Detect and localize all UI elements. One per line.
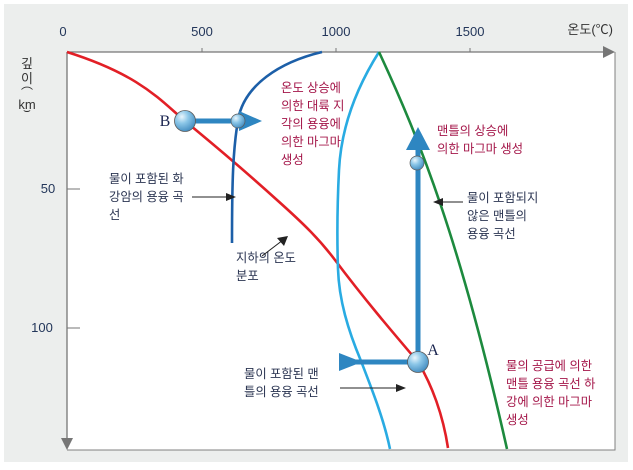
svg-text:1500: 1500: [456, 24, 485, 39]
svg-text:분포: 분포: [236, 269, 259, 283]
svg-text:의한 마그마 생성: 의한 마그마 생성: [437, 142, 523, 156]
svg-text:의한 마그마: 의한 마그마: [281, 135, 341, 149]
svg-text:맨틀 용융 곡선 하: 맨틀 용융 곡선 하: [506, 377, 595, 391]
svg-text:틀의 용융 곡선: 틀의 용융 곡선: [244, 385, 319, 399]
svg-text:의한 대륙 지: 의한 대륙 지: [281, 99, 344, 113]
svg-text:선: 선: [109, 208, 120, 222]
svg-text:물이 포함되지: 물이 포함되지: [467, 191, 538, 205]
svg-text:생성: 생성: [506, 413, 529, 427]
svg-text:A: A: [427, 342, 439, 359]
svg-text:이: 이: [21, 71, 33, 86]
svg-text:각의 용융에: 각의 용융에: [281, 117, 341, 131]
svg-text:1000: 1000: [322, 24, 351, 39]
svg-text:물이 포함된 화: 물이 포함된 화: [109, 172, 184, 186]
svg-text:온도(℃): 온도(℃): [567, 22, 613, 37]
svg-text:B: B: [160, 113, 171, 130]
svg-text:⌣: ⌣: [23, 103, 31, 117]
svg-text:생성: 생성: [281, 153, 304, 167]
svg-text:강암의 용융 곡: 강암의 용융 곡: [109, 190, 184, 204]
svg-text:않은 맨틀의: 않은 맨틀의: [467, 209, 527, 223]
svg-text:용융 곡선: 용융 곡선: [467, 227, 516, 241]
svg-text:물의 공급에 의한: 물의 공급에 의한: [506, 359, 592, 373]
svg-text:맨틀의 상승에: 맨틀의 상승에: [437, 124, 508, 138]
svg-text:500: 500: [191, 24, 213, 39]
svg-text:온도 상승에: 온도 상승에: [281, 81, 341, 95]
svg-text:깊: 깊: [21, 56, 33, 71]
svg-text:강에 의한 마그마: 강에 의한 마그마: [506, 395, 592, 409]
svg-text:100: 100: [31, 320, 53, 335]
svg-text:물이 포함된 맨: 물이 포함된 맨: [244, 367, 319, 381]
svg-text:0: 0: [59, 24, 66, 39]
svg-text:50: 50: [41, 181, 55, 196]
